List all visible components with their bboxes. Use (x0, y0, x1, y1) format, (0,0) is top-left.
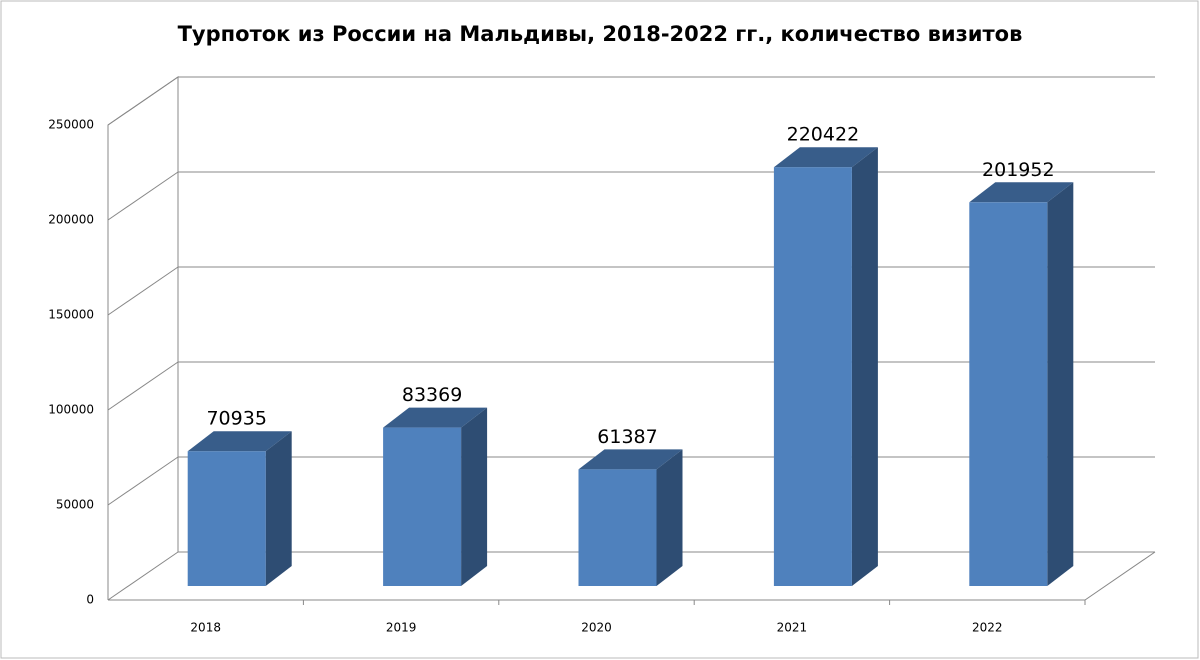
value-label: 61387 (597, 426, 657, 448)
y-tick-label: 50000 (56, 498, 94, 512)
bar-side (851, 147, 878, 587)
value-label: 201952 (982, 159, 1055, 181)
bar-side (265, 431, 292, 586)
y-tick-label: 100000 (48, 403, 94, 417)
bar-top (578, 449, 683, 470)
bar (578, 469, 657, 586)
x-tick-label: 2022 (972, 621, 1003, 635)
grid-diagonal (107, 76, 179, 126)
bar-side (461, 407, 488, 586)
value-label: 220422 (787, 124, 860, 146)
value-label: 70935 (206, 408, 266, 430)
bar (383, 427, 462, 586)
chart-title: Турпоток из России на Мальдивы, 2018-202… (178, 22, 1023, 46)
bar-side (656, 449, 683, 586)
bar-side (1047, 182, 1074, 586)
y-tick-label: 200000 (48, 213, 94, 227)
y-tick-label: 150000 (48, 308, 94, 322)
bar-top (773, 147, 878, 168)
value-label: 83369 (402, 384, 462, 406)
bar (773, 167, 852, 587)
x-tick-label: 2019 (386, 621, 417, 635)
bar (187, 451, 266, 586)
grid-diagonal (107, 361, 179, 411)
x-tick-label: 2020 (581, 621, 612, 635)
bar-top (187, 431, 292, 452)
bar-top (383, 407, 488, 428)
grid-diagonal (107, 551, 179, 601)
grid-diagonal (107, 266, 179, 316)
bar (969, 202, 1048, 586)
grid-diagonal (107, 456, 179, 506)
grid-diagonal (107, 171, 179, 221)
y-tick-label: 0 (86, 593, 94, 607)
bar-top (969, 182, 1074, 203)
x-tick-label: 2021 (777, 621, 808, 635)
x-tick-label: 2018 (190, 621, 221, 635)
y-tick-label: 250000 (48, 118, 94, 132)
